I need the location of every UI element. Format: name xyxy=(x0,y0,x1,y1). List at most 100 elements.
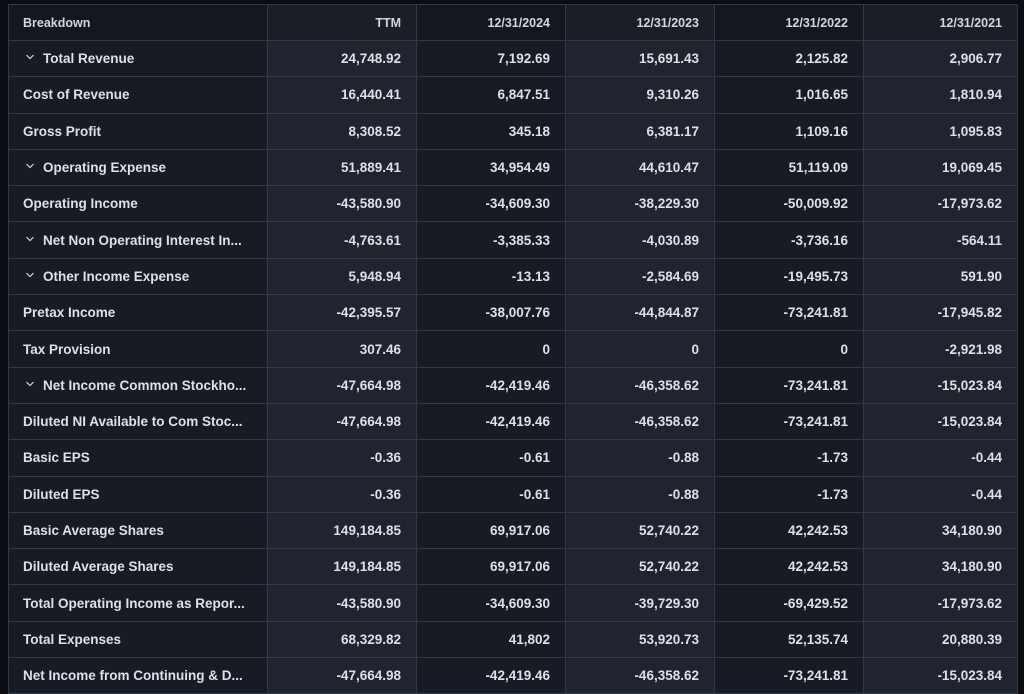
expandable-row-label[interactable]: Net Income Common Stockho... xyxy=(8,366,268,404)
chevron-down-icon[interactable] xyxy=(25,51,36,66)
value-cell: -50,009.92 xyxy=(714,185,864,223)
value-cell: -0.44 xyxy=(863,439,1018,477)
value-cell: -13.13 xyxy=(416,257,566,296)
value-cell: -34,609.30 xyxy=(416,185,566,223)
row-label: Diluted NI Available to Com Stoc... xyxy=(8,402,268,441)
chevron-down-icon[interactable] xyxy=(25,378,36,393)
table-row: Basic Average Shares 149,184.85 69,917.06 5… xyxy=(8,511,1018,550)
value-cell: -3,736.16 xyxy=(714,221,864,259)
row-label-text: Cost of Revenue xyxy=(23,87,130,103)
value-cell: -42,419.46 xyxy=(416,657,566,694)
table-row: Operating Income -43,580.90 -34,609.30 -38,… xyxy=(8,185,1018,223)
value-cell: 52,135.74 xyxy=(714,620,864,659)
value-cell: 149,184.85 xyxy=(267,548,417,586)
row-label-text: Diluted NI Available to Com Stoc... xyxy=(23,414,243,430)
table-row: Basic EPS -0.36 -0.61 -0.88 -1.73 -0.44 xyxy=(8,439,1018,477)
row-label-text: Pretax Income xyxy=(23,305,116,321)
chevron-down-icon[interactable] xyxy=(25,269,36,284)
value-cell: 7,192.69 xyxy=(416,39,566,78)
row-label: Net Income from Continuing & D... xyxy=(8,657,268,694)
row-label: Operating Income xyxy=(8,185,268,223)
value-cell: 307.46 xyxy=(267,330,417,368)
value-cell: -15,023.84 xyxy=(863,402,1018,441)
value-cell: -0.88 xyxy=(565,439,715,477)
value-cell: -47,664.98 xyxy=(267,657,417,694)
value-cell: 42,242.53 xyxy=(714,548,864,586)
table-row: Net Non Operating Interest In... -4,763.6… xyxy=(8,221,1018,259)
value-cell: -42,419.46 xyxy=(416,402,566,441)
value-cell: 8,308.52 xyxy=(267,112,417,150)
row-label: Gross Profit xyxy=(8,112,268,150)
row-label-text: Total Revenue xyxy=(43,51,135,67)
value-cell: 44,610.47 xyxy=(565,148,715,187)
column-header-breakdown: Breakdown xyxy=(8,4,268,41)
table-row: Gross Profit 8,308.52 345.18 6,381.17 1,109.… xyxy=(8,112,1018,150)
value-cell: -46,358.62 xyxy=(565,657,715,694)
value-cell: -1.73 xyxy=(714,439,864,477)
table-row: Total Operating Income as Repor... -43,58… xyxy=(8,584,1018,622)
row-label-text: Basic Average Shares xyxy=(23,523,164,538)
row-label-text: Total Operating Income as Repor... xyxy=(23,595,245,611)
row-label: Total Operating Income as Repor... xyxy=(8,584,268,622)
expandable-row-label[interactable]: Operating Expense xyxy=(8,148,268,187)
value-cell: -42,419.46 xyxy=(416,366,566,404)
row-label-text: Net Non Operating Interest In... xyxy=(43,232,242,248)
column-header-ttm: TTM xyxy=(267,4,417,41)
value-cell: -73,241.81 xyxy=(714,402,864,441)
table-row: Tax Provision 307.46 0 0 0 -2,921.98 xyxy=(8,330,1018,368)
value-cell: -43,580.90 xyxy=(267,185,417,223)
column-header-date: 12/31/2021 xyxy=(863,4,1018,41)
value-cell: -47,664.98 xyxy=(267,366,417,404)
value-cell: 15,691.43 xyxy=(565,39,715,78)
row-label: Tax Provision xyxy=(8,330,268,368)
value-cell: -19,495.73 xyxy=(714,257,864,296)
row-label-text: Other Income Expense xyxy=(43,268,190,284)
value-cell: 6,381.17 xyxy=(565,112,715,150)
value-cell: 345.18 xyxy=(416,112,566,150)
value-cell: 42,242.53 xyxy=(714,511,864,550)
value-cell: -3,385.33 xyxy=(416,221,566,259)
table-row: Diluted EPS -0.36 -0.61 -0.88 -1.73 -0.44 xyxy=(8,475,1018,513)
table-row: Diluted Average Shares 149,184.85 69,917.0… xyxy=(8,548,1018,586)
value-cell: -17,973.62 xyxy=(863,584,1018,622)
value-cell: -1.73 xyxy=(714,475,864,513)
value-cell: 0 xyxy=(714,330,864,368)
value-cell: -4,763.61 xyxy=(267,221,417,259)
table-row: Total Revenue 24,748.92 7,192.69 15,691.43 2… xyxy=(8,39,1018,78)
table-row: Cost of Revenue 16,440.41 6,847.51 9,310.26… xyxy=(8,76,1018,114)
column-header-date: 12/31/2023 xyxy=(565,4,715,41)
expandable-row-label[interactable]: Other Income Expense xyxy=(8,257,268,296)
row-label: Basic Average Shares xyxy=(8,511,268,550)
value-cell: -69,429.52 xyxy=(714,584,864,622)
chevron-down-icon[interactable] xyxy=(25,233,36,248)
chevron-down-icon[interactable] xyxy=(25,160,36,175)
value-cell: 69,917.06 xyxy=(416,511,566,550)
expandable-row-label[interactable]: Total Revenue xyxy=(8,39,268,78)
value-cell: 2,906.77 xyxy=(863,39,1018,78)
value-cell: -0.88 xyxy=(565,475,715,513)
value-cell: -15,023.84 xyxy=(863,657,1018,694)
row-label-text: Tax Provision xyxy=(23,341,111,357)
value-cell: 1,095.83 xyxy=(863,112,1018,150)
value-cell: -0.36 xyxy=(267,475,417,513)
table-row: Net Income from Continuing & D... -47,664… xyxy=(8,657,1018,694)
value-cell: -4,030.89 xyxy=(565,221,715,259)
value-cell: 34,954.49 xyxy=(416,148,566,187)
value-cell: -47,664.98 xyxy=(267,402,417,441)
row-label-text: Net Income from Continuing & D... xyxy=(23,668,243,684)
value-cell: -17,973.62 xyxy=(863,185,1018,223)
value-cell: 19,069.45 xyxy=(863,148,1018,187)
value-cell: -0.36 xyxy=(267,439,417,477)
value-cell: 6,847.51 xyxy=(416,76,566,114)
value-cell: -46,358.62 xyxy=(565,402,715,441)
row-label-text: Diluted Average Shares xyxy=(23,559,174,575)
row-label-text: Total Expenses xyxy=(23,631,122,647)
table-row: Net Income Common Stockho... -47,664.98 -4… xyxy=(8,366,1018,404)
value-cell: -73,241.81 xyxy=(714,657,864,694)
value-cell: -0.61 xyxy=(416,475,566,513)
table-row: Other Income Expense 5,948.94 -13.13 -2,584… xyxy=(8,257,1018,296)
value-cell: 41,802 xyxy=(416,620,566,659)
value-cell: 591.90 xyxy=(863,257,1018,296)
expandable-row-label[interactable]: Net Non Operating Interest In... xyxy=(8,221,268,259)
value-cell: 51,119.09 xyxy=(714,148,864,187)
